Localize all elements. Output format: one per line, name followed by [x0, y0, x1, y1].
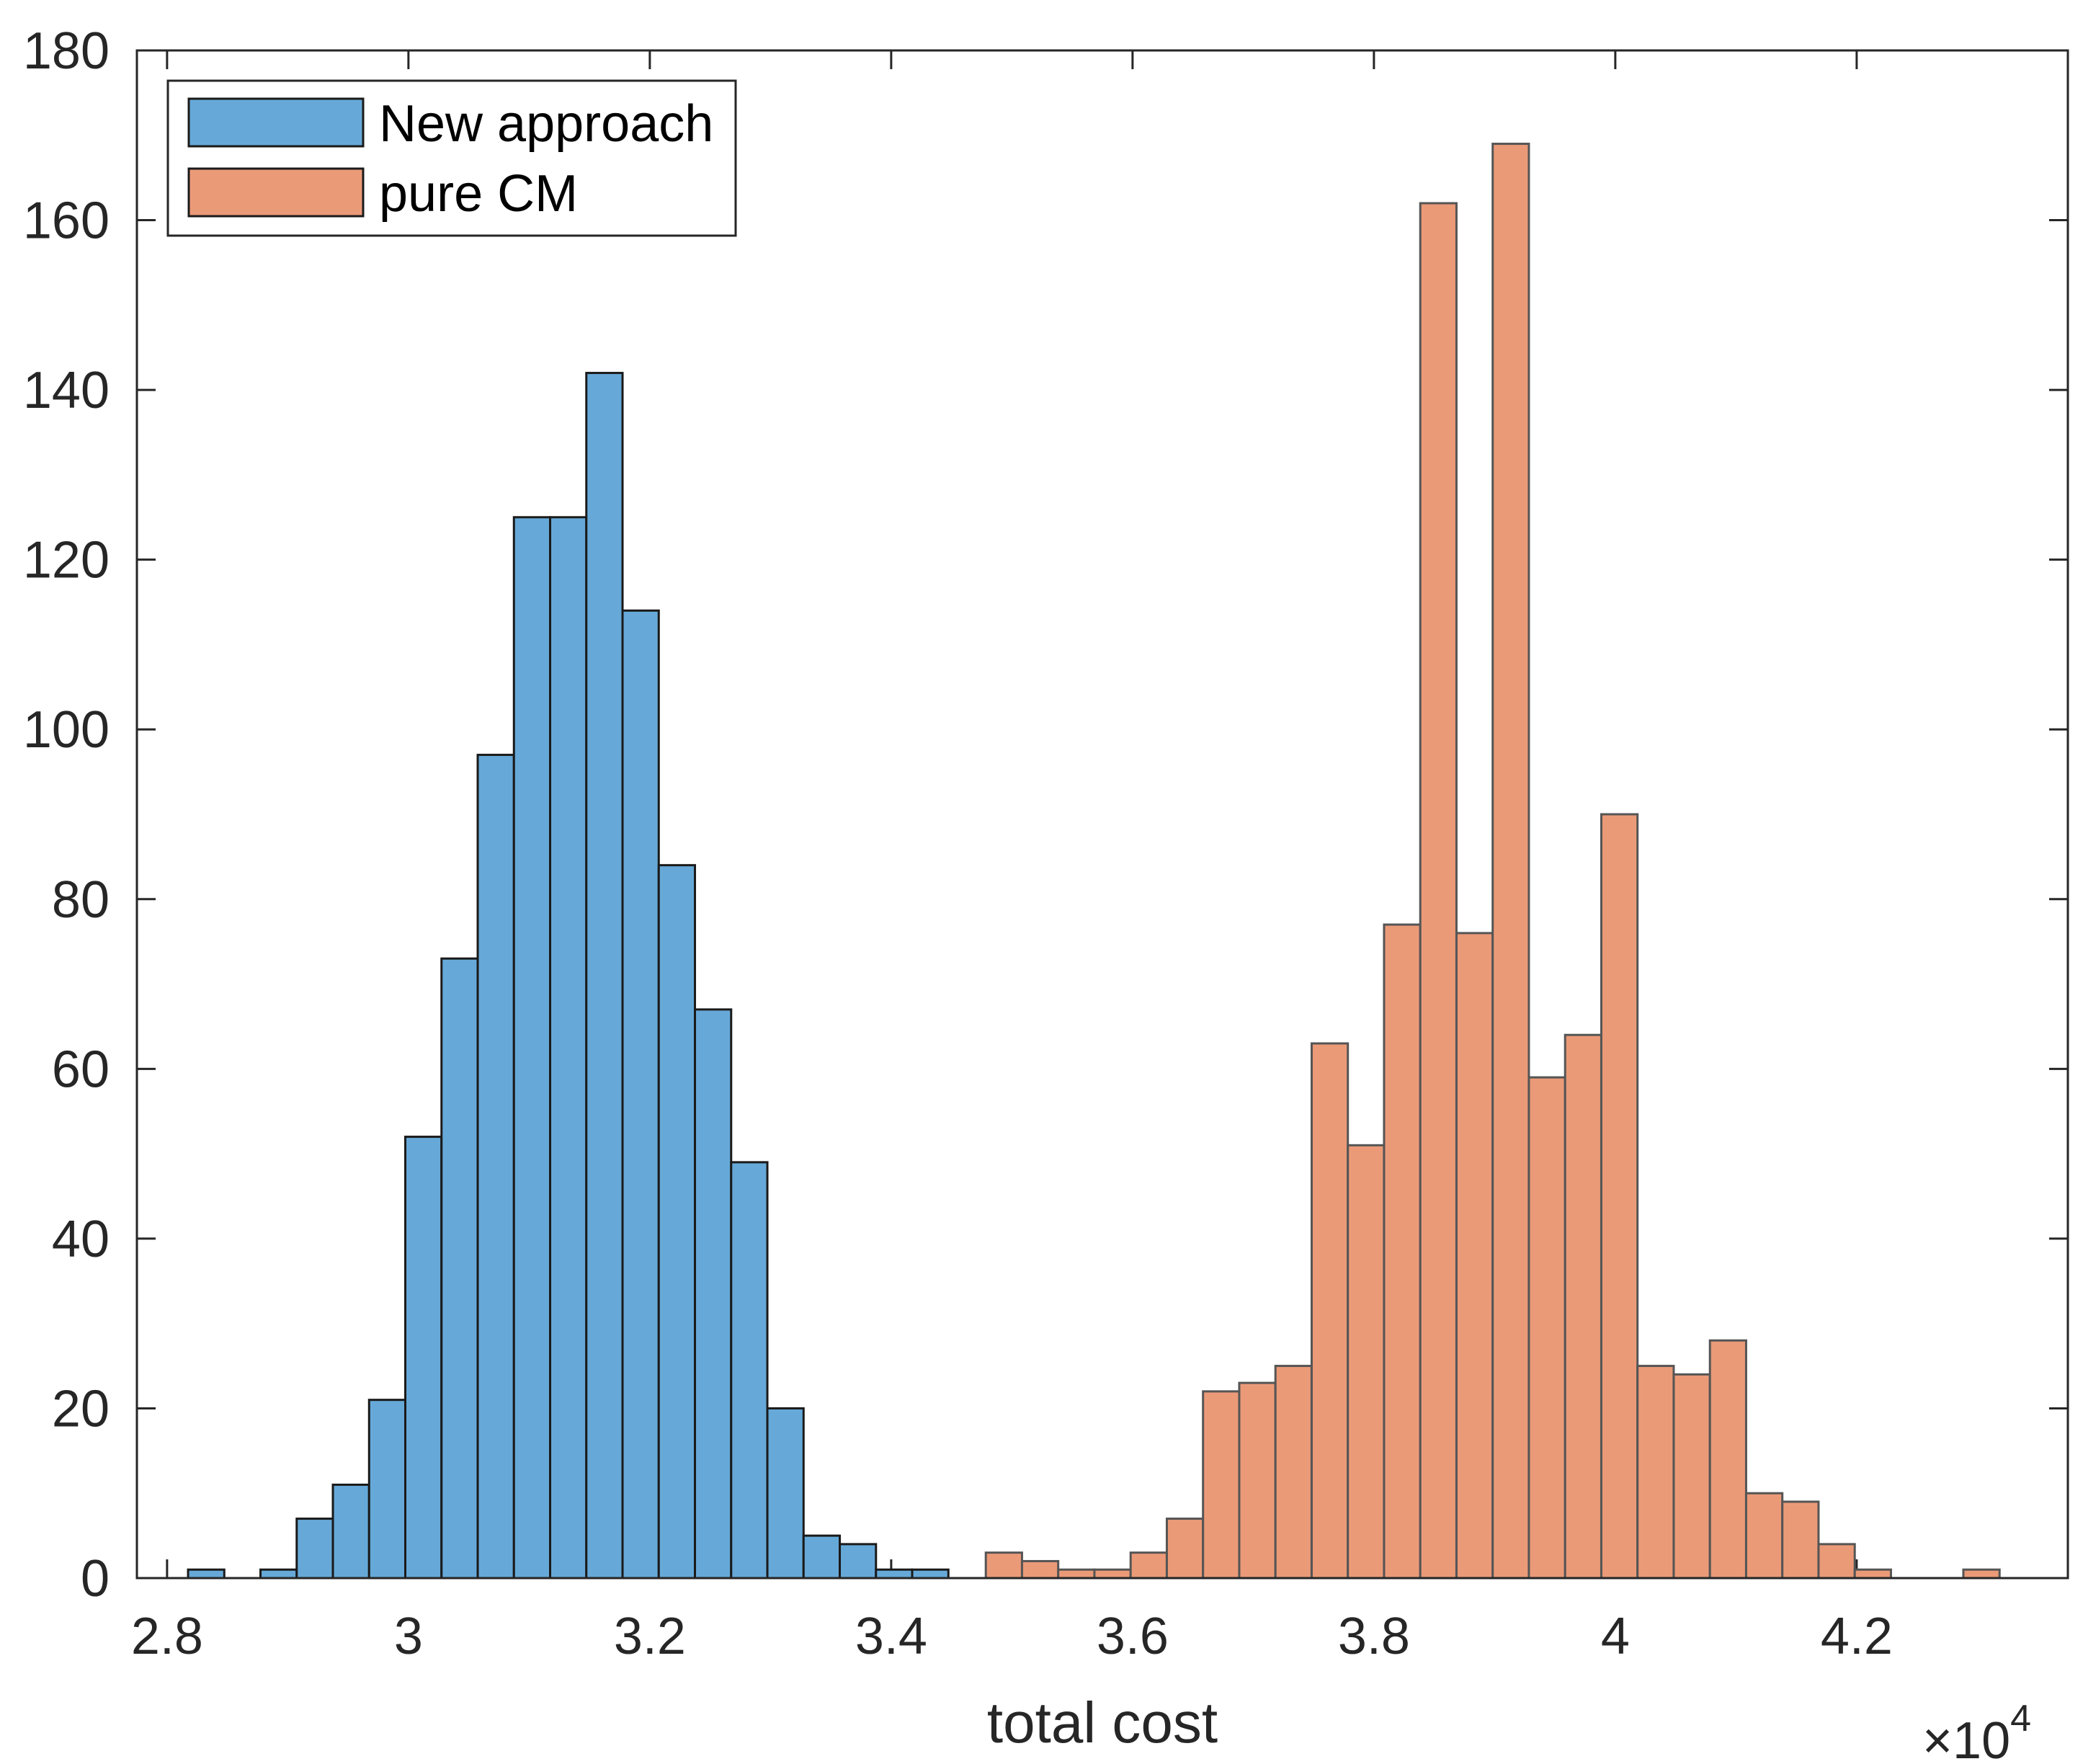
- bar-pure-cm-15: [1527, 1076, 1566, 1580]
- legend-swatch-new-approach: [187, 97, 365, 148]
- bar-new-approach-14: [694, 1008, 733, 1580]
- x-tick-label-5: 3.8: [1338, 1608, 1410, 1665]
- bar-pure-cm-11: [1383, 923, 1422, 1580]
- bar-pure-cm-17: [1600, 813, 1639, 1580]
- x-tick-label-7: 4.2: [1821, 1608, 1893, 1665]
- bar-new-approach-7: [440, 957, 479, 1580]
- y-tick-label-3: 60: [52, 1041, 110, 1098]
- legend-label-new-approach: New approach: [379, 95, 713, 153]
- x-tick-labels: 2.8 3 3.2 3.4 3.6 3.8 4 4.2: [131, 1608, 1893, 1665]
- bar-pure-cm-13: [1455, 932, 1494, 1580]
- x-tick-label-1: 3: [394, 1608, 423, 1665]
- legend-label-pure-cm: pure CM: [379, 165, 578, 223]
- bar-pure-cm-16: [1564, 1033, 1602, 1580]
- y-tick-label-2: 40: [52, 1211, 110, 1268]
- bar-pure-cm-8: [1274, 1365, 1313, 1580]
- x-tick-label-3: 3.4: [855, 1608, 927, 1665]
- x-axis-multiplier-base: ×10: [1922, 1712, 2010, 1764]
- bar-pure-cm-7: [1238, 1381, 1277, 1580]
- bar-pure-cm-9: [1310, 1042, 1350, 1580]
- legend-swatch-pure-cm: [187, 167, 365, 218]
- y-tick-labels: 0 20 40 60 80 100 120 140 160 180: [23, 22, 110, 1608]
- x-axis-multiplier: ×104: [1922, 1698, 2031, 1764]
- bar-new-approach-15: [730, 1161, 769, 1580]
- x-tick-label-0: 2.8: [131, 1608, 203, 1665]
- bar-new-approach-16: [766, 1407, 805, 1580]
- bar-pure-cm-3: [1093, 1568, 1132, 1580]
- bar-pure-cm-24: [1853, 1568, 1892, 1580]
- y-tick-label-4: 80: [52, 871, 110, 929]
- y-tick-label-7: 140: [23, 362, 110, 419]
- x-tick-label-6: 4: [1601, 1608, 1630, 1665]
- bar-new-approach-18: [839, 1543, 878, 1580]
- bar-pure-cm-22: [1781, 1500, 1820, 1580]
- x-tick-label-4: 3.6: [1097, 1608, 1169, 1665]
- bar-new-approach-12: [621, 609, 660, 1580]
- y-tick-label-8: 160: [23, 192, 110, 250]
- bar-pure-cm-21: [1744, 1492, 1784, 1580]
- bar-new-approach-17: [802, 1534, 842, 1580]
- bars-layer: [187, 143, 2001, 1580]
- y-tick-label-9: 180: [23, 22, 110, 80]
- plot-frame: [135, 49, 2069, 1580]
- bar-pure-cm-2: [1057, 1568, 1096, 1580]
- bar-new-approach-6: [404, 1136, 443, 1580]
- bar-pure-cm-10: [1347, 1144, 1386, 1580]
- bar-pure-cm-18: [1636, 1365, 1675, 1580]
- bar-pure-cm-6: [1202, 1390, 1241, 1580]
- bar-new-approach-20: [911, 1568, 950, 1580]
- bar-pure-cm-19: [1672, 1373, 1711, 1580]
- bar-new-approach-2: [259, 1568, 298, 1580]
- bar-new-approach-8: [476, 754, 515, 1580]
- bar-new-approach-10: [549, 516, 588, 1580]
- bar-new-approach-19: [875, 1568, 914, 1580]
- bar-new-approach-5: [367, 1399, 407, 1580]
- bar-pure-cm-4: [1129, 1551, 1168, 1580]
- bar-pure-cm-20: [1708, 1339, 1747, 1580]
- bar-new-approach-0: [187, 1568, 226, 1580]
- x-axis-multiplier-exponent: 4: [2010, 1698, 2031, 1740]
- bar-pure-cm-23: [1817, 1543, 1856, 1580]
- bar-pure-cm-27: [1962, 1568, 2001, 1580]
- x-axis-title: total cost: [987, 1690, 1218, 1755]
- bar-pure-cm-12: [1419, 202, 1458, 1580]
- x-tick-label-2: 3.2: [614, 1608, 686, 1665]
- bar-new-approach-13: [657, 864, 697, 1580]
- bar-pure-cm-5: [1165, 1518, 1205, 1580]
- bar-pure-cm-1: [1020, 1559, 1060, 1580]
- legend: New approach pure CM: [166, 79, 737, 237]
- bar-new-approach-4: [331, 1483, 370, 1580]
- y-tick-label-6: 120: [23, 532, 110, 589]
- bar-new-approach-9: [512, 516, 552, 1580]
- y-tick-label-1: 20: [52, 1380, 110, 1438]
- bar-new-approach-3: [295, 1518, 334, 1580]
- bar-pure-cm-0: [984, 1551, 1023, 1580]
- bar-new-approach-11: [585, 372, 624, 1580]
- bar-pure-cm-14: [1491, 143, 1530, 1580]
- y-tick-label-0: 0: [81, 1550, 110, 1608]
- y-tick-label-5: 100: [23, 701, 110, 759]
